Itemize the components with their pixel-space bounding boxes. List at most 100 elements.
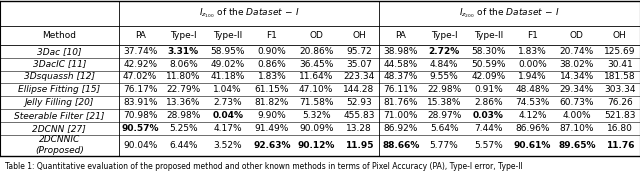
Text: 47.10%: 47.10% bbox=[299, 85, 333, 94]
Text: 3.52%: 3.52% bbox=[213, 141, 242, 150]
Text: 16.80: 16.80 bbox=[607, 124, 633, 133]
Text: 13.28: 13.28 bbox=[346, 124, 372, 133]
Text: 30.41: 30.41 bbox=[607, 60, 633, 69]
Text: 28.97%: 28.97% bbox=[427, 111, 461, 120]
Text: 71.58%: 71.58% bbox=[299, 98, 333, 107]
Text: 11.80%: 11.80% bbox=[166, 73, 200, 81]
Text: 50.59%: 50.59% bbox=[471, 60, 506, 69]
Text: PA: PA bbox=[134, 31, 145, 40]
Text: 22.98%: 22.98% bbox=[427, 85, 461, 94]
Text: Ellipse Fitting [15]: Ellipse Fitting [15] bbox=[18, 85, 100, 94]
Text: 1.94%: 1.94% bbox=[518, 73, 547, 81]
Text: 1.83%: 1.83% bbox=[518, 47, 547, 56]
Text: 181.58: 181.58 bbox=[604, 73, 636, 81]
Text: 0.00%: 0.00% bbox=[518, 60, 547, 69]
Text: 81.82%: 81.82% bbox=[255, 98, 289, 107]
Text: 4.84%: 4.84% bbox=[430, 60, 458, 69]
Text: 455.83: 455.83 bbox=[343, 111, 375, 120]
Text: 47.02%: 47.02% bbox=[123, 73, 157, 81]
Text: 61.15%: 61.15% bbox=[255, 85, 289, 94]
Text: 48.37%: 48.37% bbox=[384, 73, 418, 81]
Text: 2DCNN [27]: 2DCNN [27] bbox=[33, 124, 86, 133]
Text: 88.66%: 88.66% bbox=[382, 141, 420, 150]
Text: 44.58%: 44.58% bbox=[384, 60, 418, 69]
Text: Type-II: Type-II bbox=[213, 31, 243, 40]
Text: 36.45%: 36.45% bbox=[299, 60, 333, 69]
Text: 4.00%: 4.00% bbox=[563, 111, 591, 120]
Text: 3DacIC [11]: 3DacIC [11] bbox=[33, 60, 86, 69]
Text: 91.49%: 91.49% bbox=[255, 124, 289, 133]
Text: 81.76%: 81.76% bbox=[383, 98, 418, 107]
Text: 3.31%: 3.31% bbox=[168, 47, 199, 56]
Text: 5.77%: 5.77% bbox=[429, 141, 458, 150]
Text: 22.79%: 22.79% bbox=[166, 85, 200, 94]
Text: 89.65%: 89.65% bbox=[558, 141, 596, 150]
Text: Type-I: Type-I bbox=[431, 31, 458, 40]
Text: 521.83: 521.83 bbox=[604, 111, 636, 120]
Text: PA: PA bbox=[396, 31, 406, 40]
Text: 2.86%: 2.86% bbox=[474, 98, 502, 107]
Text: 76.26: 76.26 bbox=[607, 98, 633, 107]
Text: 90.04%: 90.04% bbox=[123, 141, 157, 150]
Text: 144.28: 144.28 bbox=[344, 85, 374, 94]
Text: 28.98%: 28.98% bbox=[166, 111, 200, 120]
Text: 6.44%: 6.44% bbox=[169, 141, 198, 150]
Text: 90.12%: 90.12% bbox=[298, 141, 335, 150]
Text: 9.90%: 9.90% bbox=[257, 111, 286, 120]
Text: 2.73%: 2.73% bbox=[213, 98, 242, 107]
Text: 60.73%: 60.73% bbox=[559, 98, 594, 107]
Text: 87.10%: 87.10% bbox=[559, 124, 594, 133]
Text: 15.38%: 15.38% bbox=[427, 98, 461, 107]
Text: 90.57%: 90.57% bbox=[122, 124, 159, 133]
Text: 3Dsquassh [12]: 3Dsquassh [12] bbox=[24, 73, 95, 81]
Text: 5.57%: 5.57% bbox=[474, 141, 503, 150]
Text: 76.11%: 76.11% bbox=[383, 85, 418, 94]
Text: 0.90%: 0.90% bbox=[257, 47, 286, 56]
Text: 2DCNNIC
(Proposed): 2DCNNIC (Proposed) bbox=[35, 135, 84, 155]
Text: 8.06%: 8.06% bbox=[169, 60, 198, 69]
Text: 5.64%: 5.64% bbox=[430, 124, 458, 133]
Text: 48.48%: 48.48% bbox=[515, 85, 550, 94]
Text: 11.76: 11.76 bbox=[605, 141, 634, 150]
Text: F1: F1 bbox=[527, 31, 538, 40]
Text: 38.98%: 38.98% bbox=[383, 47, 418, 56]
Text: 76.17%: 76.17% bbox=[123, 85, 157, 94]
Text: 5.32%: 5.32% bbox=[302, 111, 330, 120]
Text: 90.61%: 90.61% bbox=[514, 141, 551, 150]
Text: OD: OD bbox=[309, 31, 323, 40]
Text: 70.98%: 70.98% bbox=[123, 111, 157, 120]
Text: 11.64%: 11.64% bbox=[299, 73, 333, 81]
Text: $I_{z_{100}}$ of the $\mathit{Dataset}$$\,-\,I$: $I_{z_{100}}$ of the $\mathit{Dataset}$$… bbox=[198, 7, 299, 20]
Text: 125.69: 125.69 bbox=[604, 47, 636, 56]
Text: 20.86%: 20.86% bbox=[299, 47, 333, 56]
Text: 71.00%: 71.00% bbox=[383, 111, 418, 120]
Text: 42.92%: 42.92% bbox=[123, 60, 157, 69]
Text: 0.91%: 0.91% bbox=[474, 85, 503, 94]
Text: Table 1: Quantitative evaluation of the proposed method and other known methods : Table 1: Quantitative evaluation of the … bbox=[5, 162, 523, 171]
Text: 52.93: 52.93 bbox=[346, 98, 372, 107]
Text: 58.30%: 58.30% bbox=[471, 47, 506, 56]
Text: 74.53%: 74.53% bbox=[515, 98, 550, 107]
Text: Method: Method bbox=[42, 31, 76, 40]
Text: 11.95: 11.95 bbox=[345, 141, 373, 150]
Text: 35.07: 35.07 bbox=[346, 60, 372, 69]
Text: 7.44%: 7.44% bbox=[474, 124, 502, 133]
Text: 2.72%: 2.72% bbox=[428, 47, 460, 56]
Text: 95.72: 95.72 bbox=[346, 47, 372, 56]
Text: 223.34: 223.34 bbox=[344, 73, 374, 81]
Text: Steerable Filter [21]: Steerable Filter [21] bbox=[14, 111, 104, 120]
Text: Type-I: Type-I bbox=[170, 31, 196, 40]
Text: 92.63%: 92.63% bbox=[253, 141, 291, 150]
Text: Jelly Filling [20]: Jelly Filling [20] bbox=[24, 98, 94, 107]
Text: 20.74%: 20.74% bbox=[560, 47, 594, 56]
Text: 41.18%: 41.18% bbox=[211, 73, 245, 81]
Text: 9.55%: 9.55% bbox=[429, 73, 458, 81]
Text: 58.95%: 58.95% bbox=[211, 47, 245, 56]
Text: 4.17%: 4.17% bbox=[213, 124, 242, 133]
Text: 90.09%: 90.09% bbox=[299, 124, 333, 133]
Text: OH: OH bbox=[352, 31, 366, 40]
Text: 303.34: 303.34 bbox=[604, 85, 636, 94]
Text: OD: OD bbox=[570, 31, 584, 40]
Text: 1.83%: 1.83% bbox=[257, 73, 286, 81]
Text: 42.09%: 42.09% bbox=[471, 73, 506, 81]
